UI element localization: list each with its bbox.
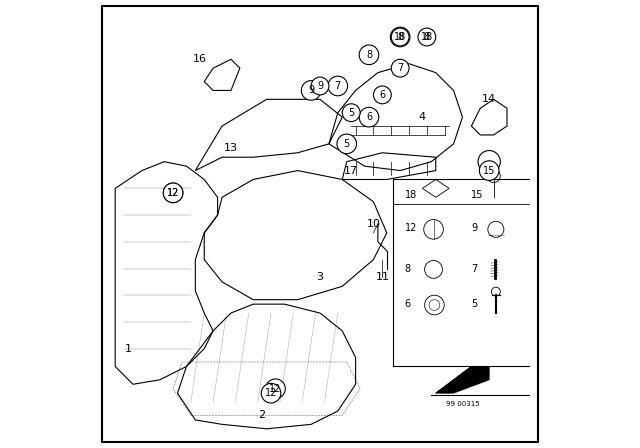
Circle shape [266,379,285,399]
Text: 2: 2 [259,410,266,420]
Circle shape [328,76,348,96]
Circle shape [342,104,360,121]
Text: 7: 7 [397,63,403,73]
Text: 7: 7 [472,263,477,274]
Circle shape [391,59,409,77]
Text: 5: 5 [472,299,477,309]
Text: 7: 7 [335,81,341,91]
Text: 8: 8 [397,32,403,42]
Text: 13: 13 [224,143,238,153]
Text: 9: 9 [472,224,477,233]
Text: 12: 12 [167,188,179,198]
Text: 8: 8 [366,50,372,60]
Circle shape [311,77,329,95]
Text: 5: 5 [344,139,350,149]
Text: 9: 9 [308,86,314,95]
Text: 18: 18 [420,32,433,42]
Text: 11: 11 [375,272,389,282]
Text: 1: 1 [125,344,132,353]
Text: 18: 18 [394,32,406,42]
Text: 8: 8 [424,32,430,42]
Text: 18: 18 [404,190,417,200]
Circle shape [418,28,436,46]
Text: 99 00315: 99 00315 [445,401,479,407]
Circle shape [359,45,379,65]
Circle shape [419,29,435,45]
Circle shape [390,27,410,47]
Text: 6: 6 [380,90,385,100]
Text: 12: 12 [404,224,417,233]
Text: 17: 17 [344,166,358,176]
Text: 16: 16 [193,54,207,64]
Circle shape [337,134,356,154]
Text: 6: 6 [404,299,411,309]
Circle shape [479,161,499,181]
Text: 12: 12 [269,384,282,394]
Text: 8: 8 [404,263,411,274]
Circle shape [163,183,183,202]
Polygon shape [436,366,472,393]
Text: 9: 9 [317,81,323,91]
Circle shape [391,28,409,46]
Text: 15: 15 [483,166,495,176]
Circle shape [301,81,321,100]
Text: 12: 12 [167,188,179,198]
Circle shape [373,86,391,104]
Text: 14: 14 [482,95,496,104]
Text: 10: 10 [367,219,380,229]
Text: 6: 6 [366,112,372,122]
Circle shape [261,383,281,403]
Text: 15: 15 [472,190,484,200]
Text: 4: 4 [419,112,426,122]
Circle shape [163,183,183,202]
Text: 12: 12 [265,388,277,398]
Polygon shape [436,366,489,393]
Circle shape [359,108,379,127]
Text: 3: 3 [317,272,323,282]
Text: 5: 5 [348,108,355,118]
